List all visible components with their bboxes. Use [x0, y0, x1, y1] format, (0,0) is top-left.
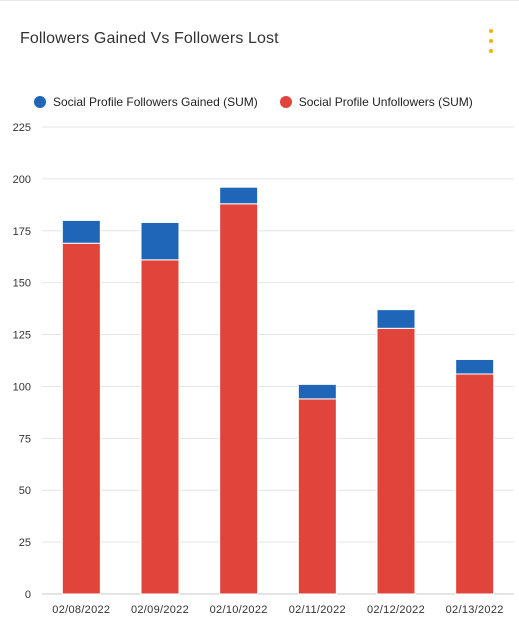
bar-segment-followers-gained	[219, 186, 259, 205]
more-options-icon[interactable]	[484, 29, 498, 53]
bar-segment-unfollowers	[297, 398, 337, 595]
menu-dot	[489, 29, 493, 33]
bar-segment-followers-gained	[140, 221, 180, 261]
x-tick-label: 02/08/2022	[52, 604, 110, 616]
bar-segment-unfollowers	[140, 259, 180, 595]
y-tick-label: 25	[19, 537, 31, 549]
x-tick-label: 02/12/2022	[367, 604, 425, 616]
y-tick-label: 0	[25, 589, 31, 601]
y-tick-label: 125	[13, 330, 31, 342]
card-title: Followers Gained Vs Followers Lost	[20, 30, 279, 47]
legend-label-unfollowers: Social Profile Unfollowers (SUM)	[298, 95, 473, 109]
menu-dot	[489, 39, 493, 43]
legend-swatch-unfollowers	[279, 96, 292, 108]
x-tick-label: 02/09/2022	[131, 604, 189, 616]
bar-segment-unfollowers	[455, 373, 495, 595]
y-tick-label: 50	[19, 485, 31, 497]
bar-segment-unfollowers	[219, 203, 259, 595]
y-tick-label: 200	[13, 174, 31, 186]
bar-segment-unfollowers	[376, 327, 416, 595]
bar-segment-followers-gained	[297, 383, 337, 400]
y-tick-label: 75	[19, 433, 31, 445]
x-tick-label: 02/10/2022	[210, 604, 268, 616]
bar-segment-followers-gained	[376, 309, 416, 329]
bar-segment-followers-gained	[455, 358, 495, 375]
legend-swatch-followers-gained	[34, 96, 46, 108]
y-tick-label: 150	[13, 278, 31, 290]
y-tick-label: 175	[13, 226, 31, 238]
bar-segment-unfollowers	[61, 242, 101, 595]
x-tick-label: 02/11/2022	[289, 604, 346, 616]
menu-dot	[489, 49, 493, 53]
bar-segment-followers-gained	[61, 219, 101, 244]
legend-label-followers-gained: Social Profile Followers Gained (SUM)	[53, 95, 258, 109]
y-tick-label: 225	[13, 122, 31, 134]
legend-item-followers-gained[interactable]: Social Profile Followers Gained (SUM)	[34, 95, 258, 109]
y-tick-label: 100	[13, 381, 31, 393]
legend-item-unfollowers[interactable]: Social Profile Unfollowers (SUM)	[279, 95, 473, 109]
x-tick-label: 02/13/2022	[446, 604, 504, 616]
chart-legend: Social Profile Followers Gained (SUM) So…	[34, 95, 495, 109]
